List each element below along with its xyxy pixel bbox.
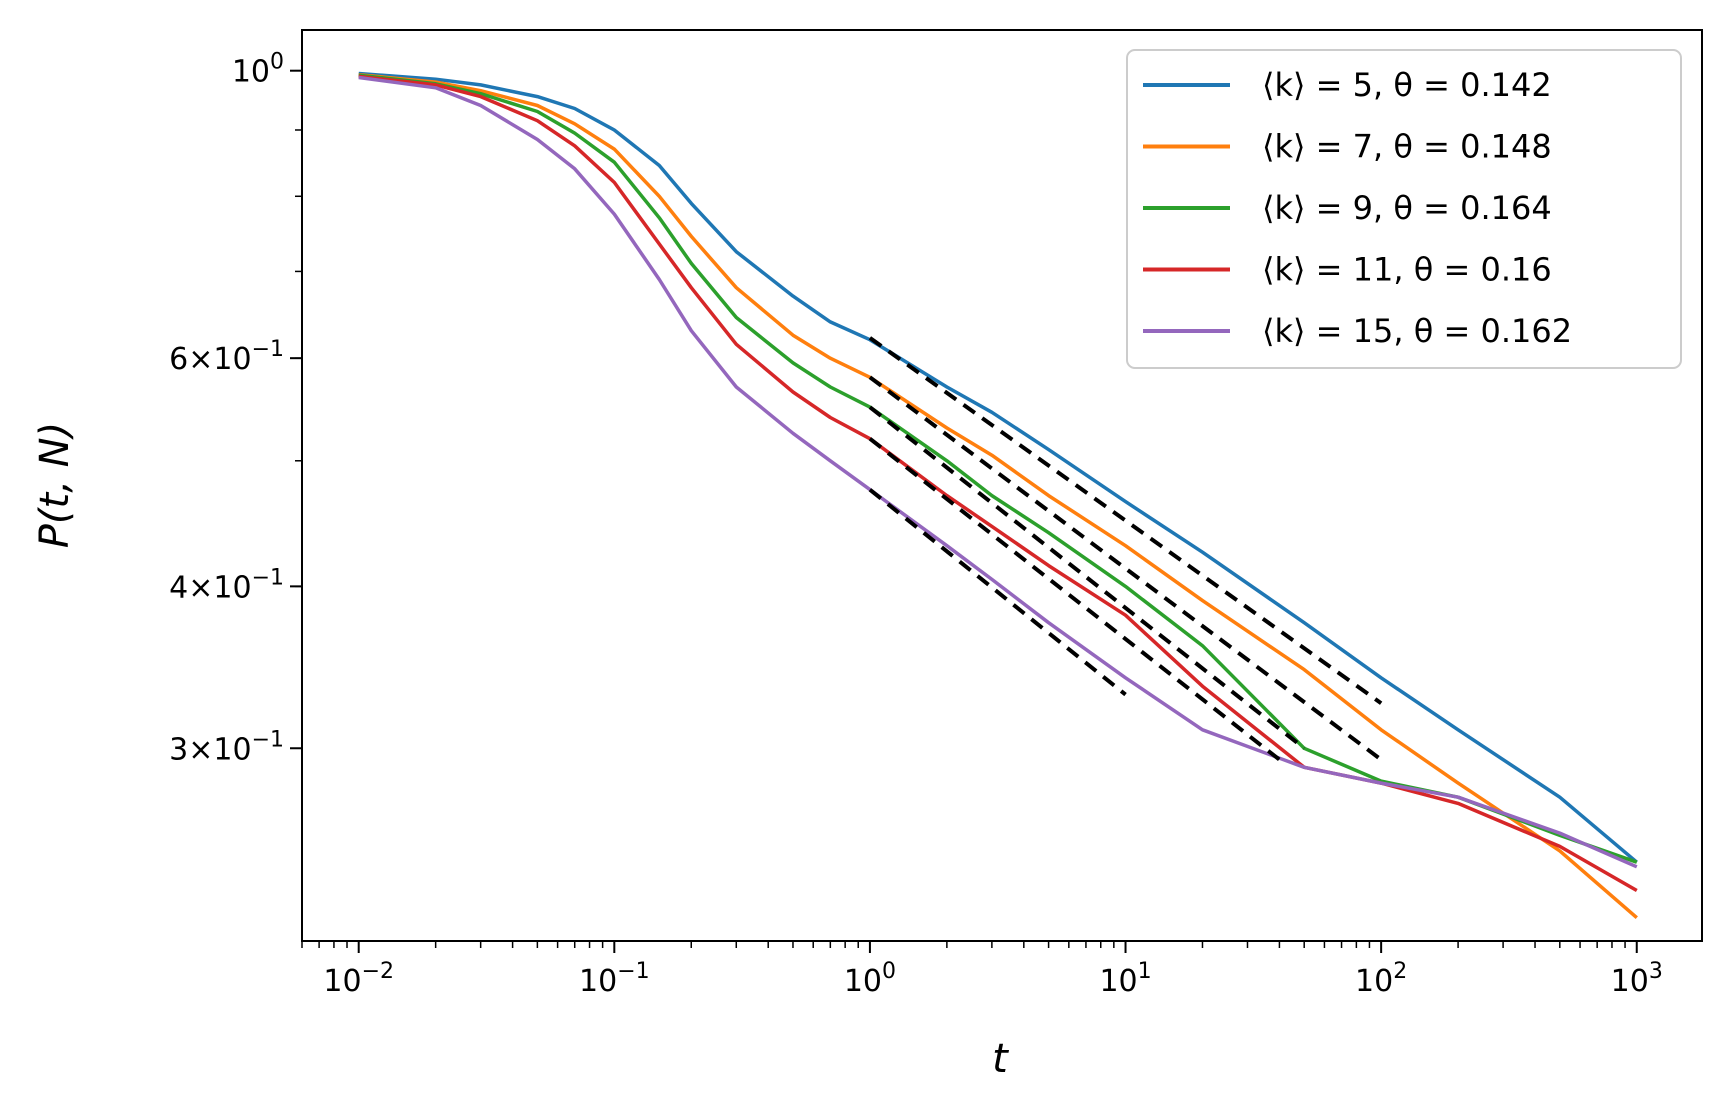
legend-label-3: ⟨k⟩ = 9, θ = 0.164: [1262, 189, 1552, 227]
series-line-5: [358, 75, 1638, 869]
legend-label-1: ⟨k⟩ = 5, θ = 0.142: [1262, 66, 1552, 104]
legend-label-4: ⟨k⟩ = 11, θ = 0.16: [1262, 251, 1552, 289]
y-tick-label: 4×10−1: [169, 565, 284, 605]
legend-box: [1126, 49, 1682, 369]
legend-label-5: ⟨k⟩ = 15, θ = 0.162: [1262, 312, 1572, 350]
y-axis-ticks: 100 6×10−1 4×10−1 3×10−1: [169, 50, 302, 767]
series-line-1: [358, 71, 1638, 864]
legend-label-2: ⟨k⟩ = 7, θ = 0.148: [1262, 128, 1552, 166]
fit-line-4: [868, 437, 1281, 762]
y-tick-label: 3×10−1: [169, 727, 284, 767]
y-tick-label: 100: [232, 50, 284, 90]
y-axis-label: P(t, N): [32, 422, 78, 548]
x-tick-label: 101: [1099, 959, 1151, 999]
y-tick-label: 6×10−1: [169, 337, 284, 377]
x-axis-label: t: [992, 1036, 1009, 1082]
axes-frame: [301, 29, 1703, 942]
fit-line-1: [868, 336, 1383, 705]
x-tick-label: 103: [1611, 959, 1663, 999]
series-line-3: [358, 73, 1638, 864]
series-line-2: [358, 72, 1638, 920]
legend: ⟨k⟩ = 5, θ = 0.142 ⟨k⟩ = 7, θ = 0.148 ⟨k⟩ …: [1126, 49, 1682, 369]
fit-line-3: [868, 405, 1306, 750]
x-tick-label: 10−2: [323, 959, 394, 999]
fit-line-5: [868, 488, 1127, 697]
series-lines: [358, 71, 1638, 920]
x-axis-ticks: 10−2 10−1 100 101 102 103: [301, 941, 1663, 999]
fit-line-2: [868, 375, 1383, 762]
x-tick-label: 10−1: [579, 959, 650, 999]
fit-lines: [868, 336, 1383, 762]
x-tick-label: 100: [844, 959, 896, 999]
x-tick-label: 102: [1355, 959, 1407, 999]
plot-area: [358, 71, 1638, 920]
